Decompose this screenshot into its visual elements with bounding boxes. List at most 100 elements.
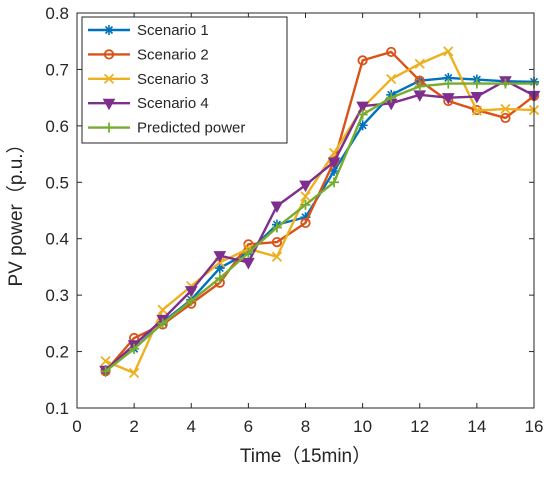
- series-2-point: [300, 217, 311, 229]
- series-2-point: [386, 46, 397, 58]
- y-tick-label: 0.6: [45, 117, 69, 136]
- series-3-point: [300, 191, 311, 202]
- y-tick-label: 0.1: [45, 399, 69, 418]
- x-tick-label: 10: [353, 417, 372, 436]
- legend-marker: [103, 73, 115, 84]
- legend-marker: [104, 25, 114, 35]
- series-3-point-stroke: [300, 191, 311, 202]
- y-tick-label: 0.4: [45, 230, 69, 249]
- series-4-line: [104, 79, 535, 372]
- series-4-point-shape: [470, 92, 484, 104]
- series-3-point: [157, 304, 168, 315]
- series-5-point: [471, 78, 482, 89]
- legend-marker-stroke: [104, 25, 114, 35]
- legend-marker-shape: [102, 98, 116, 111]
- series-5-point: [129, 343, 140, 354]
- x-tick-label: 4: [187, 417, 196, 436]
- x-axis-label: Time（15min）: [240, 445, 371, 467]
- legend-entry: Scenario 2: [88, 46, 209, 63]
- series-3-point: [500, 103, 511, 115]
- legend-marker: [103, 49, 115, 60]
- series-4-point: [184, 286, 198, 298]
- series-3-point: [386, 73, 397, 85]
- series-2-point: [271, 237, 283, 248]
- series-2-point-shape: [271, 237, 283, 248]
- series-5-point: [100, 366, 111, 377]
- legend-marker: [104, 122, 114, 133]
- legend-marker-stroke: [103, 73, 115, 84]
- x-tick-label: 12: [410, 417, 429, 436]
- series-4-point-shape: [299, 180, 312, 193]
- series-4-point: [242, 257, 255, 270]
- series-5-point: [500, 78, 511, 89]
- series-5-point: [243, 247, 254, 258]
- series-5-line: [104, 82, 534, 373]
- series-3-point-stroke: [128, 367, 140, 379]
- series-5-point: [271, 222, 282, 233]
- series-5-point: [386, 92, 397, 103]
- series-2-point-shape: [357, 55, 368, 66]
- x-tick-label: 14: [467, 417, 486, 436]
- series-5-point: [214, 273, 225, 284]
- series-4-point: [270, 201, 284, 214]
- series-4-point-shape: [270, 201, 284, 214]
- series-5-point: [414, 81, 425, 92]
- series-3-point: [471, 105, 483, 116]
- series-5-point: [329, 177, 340, 188]
- y-tick-label: 0.5: [45, 173, 69, 192]
- series-3-point-stroke: [100, 356, 111, 367]
- series-5: [100, 78, 539, 377]
- legend-marker-shape: [103, 49, 115, 60]
- series-1-point-stroke: [329, 166, 339, 176]
- series-3-point-stroke: [500, 103, 511, 115]
- series-5-point: [357, 109, 368, 120]
- series-4-point-shape: [213, 251, 227, 263]
- series-2-point-shape: [386, 46, 397, 58]
- series-3-point: [100, 356, 111, 367]
- series-3-point: [443, 46, 454, 57]
- series-3-point-stroke: [414, 58, 425, 69]
- series-1-point-stroke: [444, 73, 453, 82]
- series-5-point: [157, 318, 168, 329]
- legend-label: Scenario 2: [137, 46, 209, 63]
- legend-label: Scenario 4: [137, 95, 209, 112]
- axis-layer: 0 2 4 6 8 10 12 14 16 0.1 0.2 0.3 0.4 0.5 0.6 0.7 0.8: [45, 4, 543, 436]
- series-3-point: [128, 367, 140, 379]
- series-2-point-shape: [500, 112, 511, 124]
- series-4-point: [213, 251, 227, 263]
- series-3-point: [414, 58, 425, 69]
- series-4-point: [327, 157, 341, 170]
- series-3-point-stroke: [271, 251, 283, 262]
- series-3-point-stroke: [328, 147, 340, 159]
- series-5-point: [186, 295, 197, 306]
- series-layer: [99, 46, 541, 379]
- legend-entry: Predicted power: [88, 120, 245, 137]
- series-3-point-stroke: [471, 105, 483, 116]
- x-tick-label: 16: [525, 417, 544, 436]
- series-2-point: [500, 112, 511, 124]
- x-tick-label: 6: [244, 417, 253, 436]
- legend-entry: Scenario 3: [88, 71, 209, 88]
- series-4-point-shape: [184, 286, 198, 298]
- series-5-point: [443, 78, 454, 89]
- series-2-point-shape: [300, 217, 311, 229]
- series-3-point-stroke: [443, 46, 454, 57]
- series-4: [99, 76, 541, 378]
- legend-entry: Scenario 1: [88, 22, 209, 39]
- series-4-point: [470, 92, 484, 104]
- legend-label: Scenario 1: [137, 22, 209, 39]
- legend-label: Predicted power: [137, 120, 245, 137]
- series-4-point: [441, 93, 455, 105]
- series-4-point-shape: [441, 93, 455, 105]
- series-2-point: [357, 55, 368, 66]
- series-5-point: [300, 199, 311, 210]
- series-4-point-shape: [327, 157, 341, 170]
- x-tick-label: 2: [129, 417, 138, 436]
- series-4-point-shape: [356, 101, 369, 114]
- legend-marker: [102, 98, 116, 111]
- y-tick-label: 0.2: [45, 343, 69, 362]
- y-axis-label: PV power（p.u.）: [5, 134, 27, 286]
- legend-entry: Scenario 4: [88, 95, 209, 112]
